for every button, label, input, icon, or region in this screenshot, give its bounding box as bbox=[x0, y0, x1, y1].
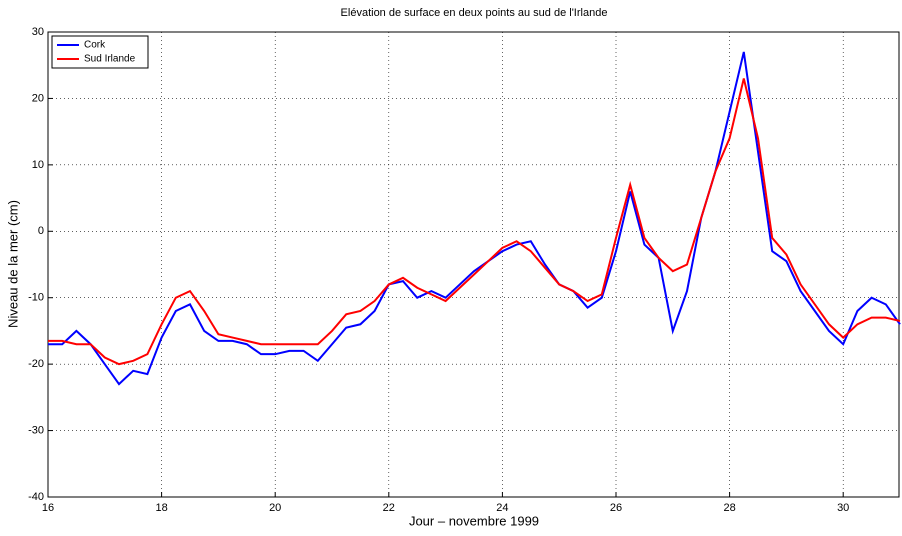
legend-label: Sud Irlande bbox=[84, 54, 136, 65]
plot-frame bbox=[47, 31, 900, 498]
x-tick-label: 30 bbox=[837, 502, 849, 514]
x-tick-label: 22 bbox=[383, 502, 395, 514]
x-tick-label: 20 bbox=[269, 502, 281, 514]
x-axis-label: Jour – novembre 1999 bbox=[409, 513, 539, 528]
x-tick-label: 28 bbox=[723, 502, 735, 514]
y-tick-label: -10 bbox=[28, 292, 44, 304]
chart-title: Elévation de surface en deux points au s… bbox=[341, 7, 608, 19]
y-tick-label: 0 bbox=[38, 225, 44, 237]
x-tick-label: 26 bbox=[610, 502, 622, 514]
y-tick-label: 10 bbox=[32, 159, 44, 171]
x-tick-label: 24 bbox=[496, 502, 508, 514]
line-series bbox=[48, 51, 901, 386]
line-series bbox=[48, 78, 901, 366]
y-tick-label: 30 bbox=[32, 26, 44, 38]
x-tick-label: 18 bbox=[155, 502, 167, 514]
x-tick-label: 16 bbox=[42, 502, 54, 514]
y-tick-label: 20 bbox=[32, 92, 44, 104]
legend-box bbox=[51, 35, 149, 69]
y-axis-label: Niveau de la mer (cm) bbox=[5, 200, 20, 328]
y-tick-label: -20 bbox=[28, 358, 44, 370]
y-tick-label: -30 bbox=[28, 424, 44, 436]
plot-area bbox=[48, 32, 900, 497]
y-tick-label: -40 bbox=[28, 491, 44, 503]
legend-label: Cork bbox=[84, 40, 106, 51]
